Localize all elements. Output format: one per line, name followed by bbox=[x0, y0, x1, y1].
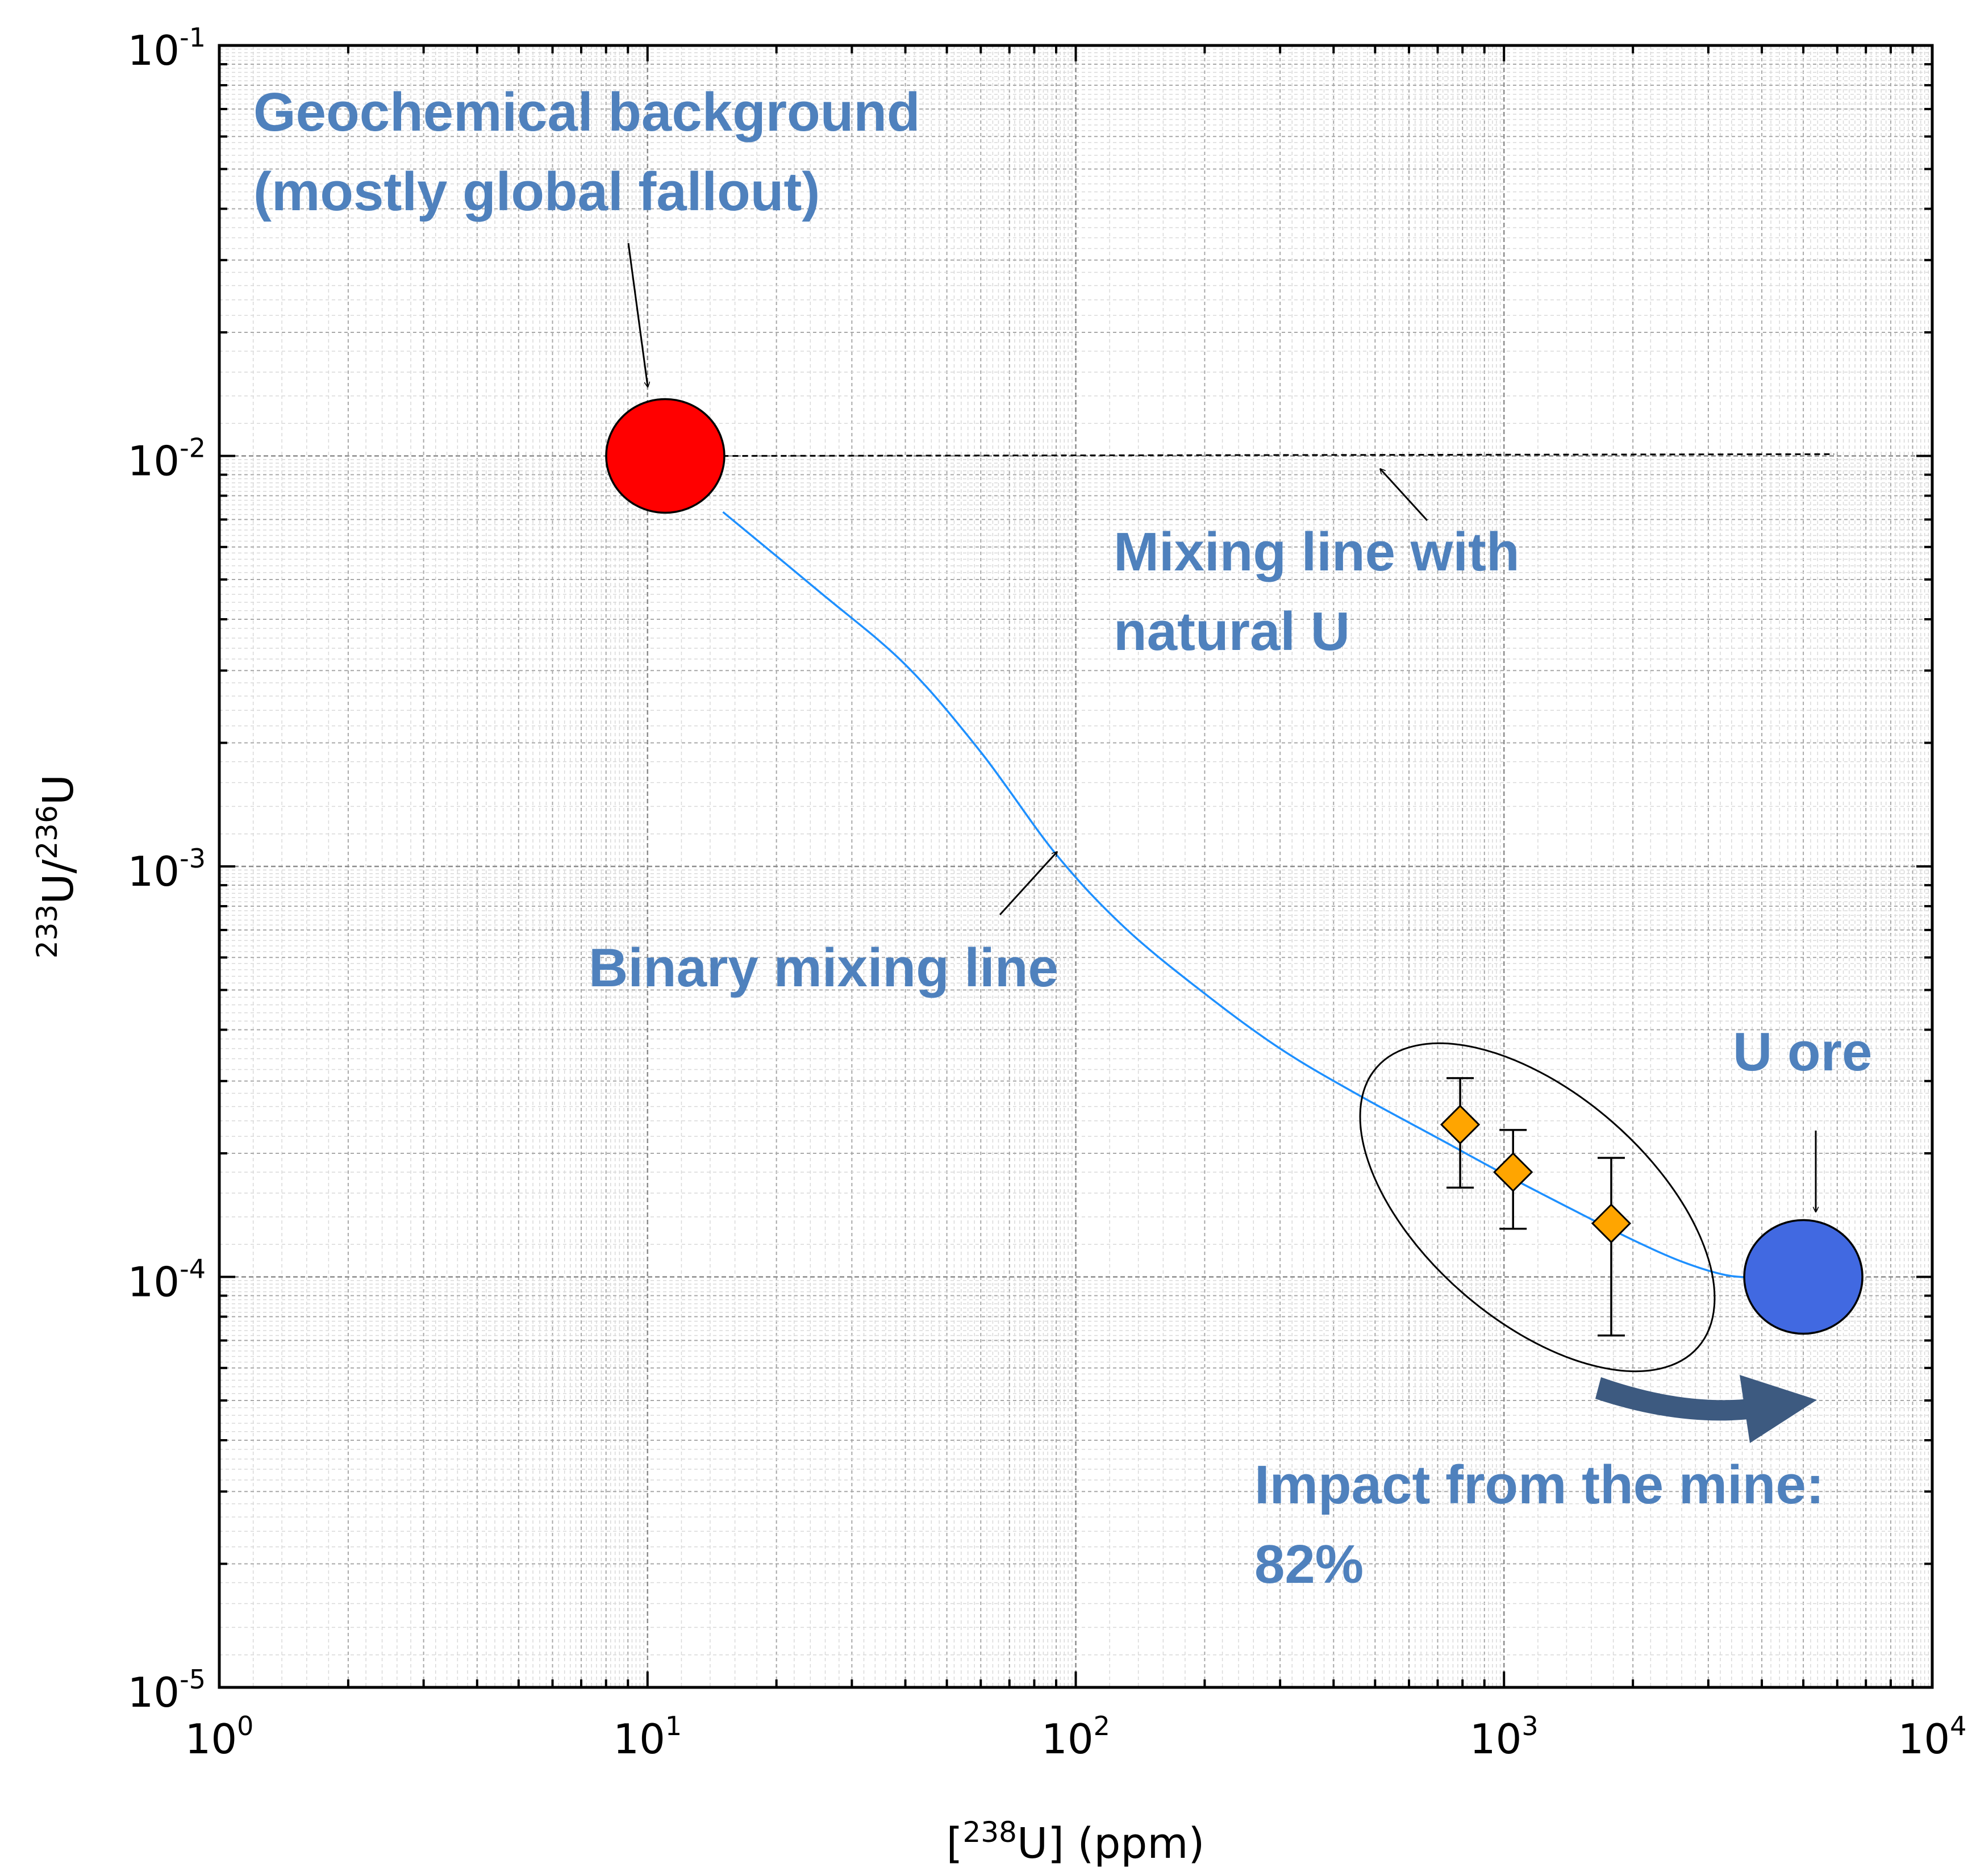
annotation-natural-line1: Mixing line with bbox=[1114, 522, 1520, 582]
y-axis-label: 233U/236U bbox=[31, 774, 83, 958]
sample-point bbox=[1440, 1104, 1481, 1145]
x-tick-label: 101 bbox=[613, 1711, 682, 1763]
x-tick-label: 104 bbox=[1898, 1711, 1967, 1763]
geochemical-background-endmember bbox=[605, 398, 726, 514]
x-tick-label: 103 bbox=[1470, 1711, 1539, 1763]
plot-frame bbox=[218, 44, 1934, 1689]
sample-point bbox=[1493, 1152, 1533, 1193]
x-tick-label: 100 bbox=[185, 1711, 254, 1763]
annotation-background-line2: (mostly global fallout) bbox=[253, 161, 820, 222]
x-axis-label: [238U] (ppm) bbox=[947, 1816, 1205, 1868]
impact-arrow bbox=[1595, 1375, 1817, 1443]
y-tick-label: 10-2 bbox=[128, 433, 206, 485]
y-tick-label: 10-4 bbox=[128, 1254, 206, 1306]
annotation-binary: Binary mixing line bbox=[589, 937, 1058, 998]
annotation-impact-line1: Impact from the mine: bbox=[1254, 1454, 1824, 1515]
sample-point bbox=[1591, 1203, 1632, 1244]
binary-mixing-line bbox=[722, 511, 1762, 1279]
u-ore-endmember bbox=[1743, 1219, 1863, 1335]
data-points bbox=[605, 398, 1863, 1337]
sample-cluster-ellipse bbox=[1359, 1042, 1716, 1373]
annotation-natural-line2: natural U bbox=[1114, 601, 1350, 662]
background-pointer-arrow bbox=[627, 243, 648, 386]
annotation-impact-line2: 82% bbox=[1254, 1534, 1364, 1595]
binary-line-pointer-arrow bbox=[999, 852, 1057, 916]
natural-line-pointer-arrow bbox=[1381, 469, 1428, 522]
y-tick-label: 10-3 bbox=[128, 843, 206, 895]
y-tick-label: 10-5 bbox=[128, 1664, 206, 1716]
annotation-background-line1: Geochemical background bbox=[253, 82, 920, 143]
natural-u-mixing-line bbox=[723, 453, 1835, 457]
grid bbox=[219, 45, 1932, 1687]
y-tick-label: 10-1 bbox=[128, 22, 206, 74]
annotation-ore: U ore bbox=[1733, 1022, 1872, 1082]
mixing-lines bbox=[722, 453, 1835, 1279]
x-tick-label: 102 bbox=[1041, 1711, 1110, 1763]
